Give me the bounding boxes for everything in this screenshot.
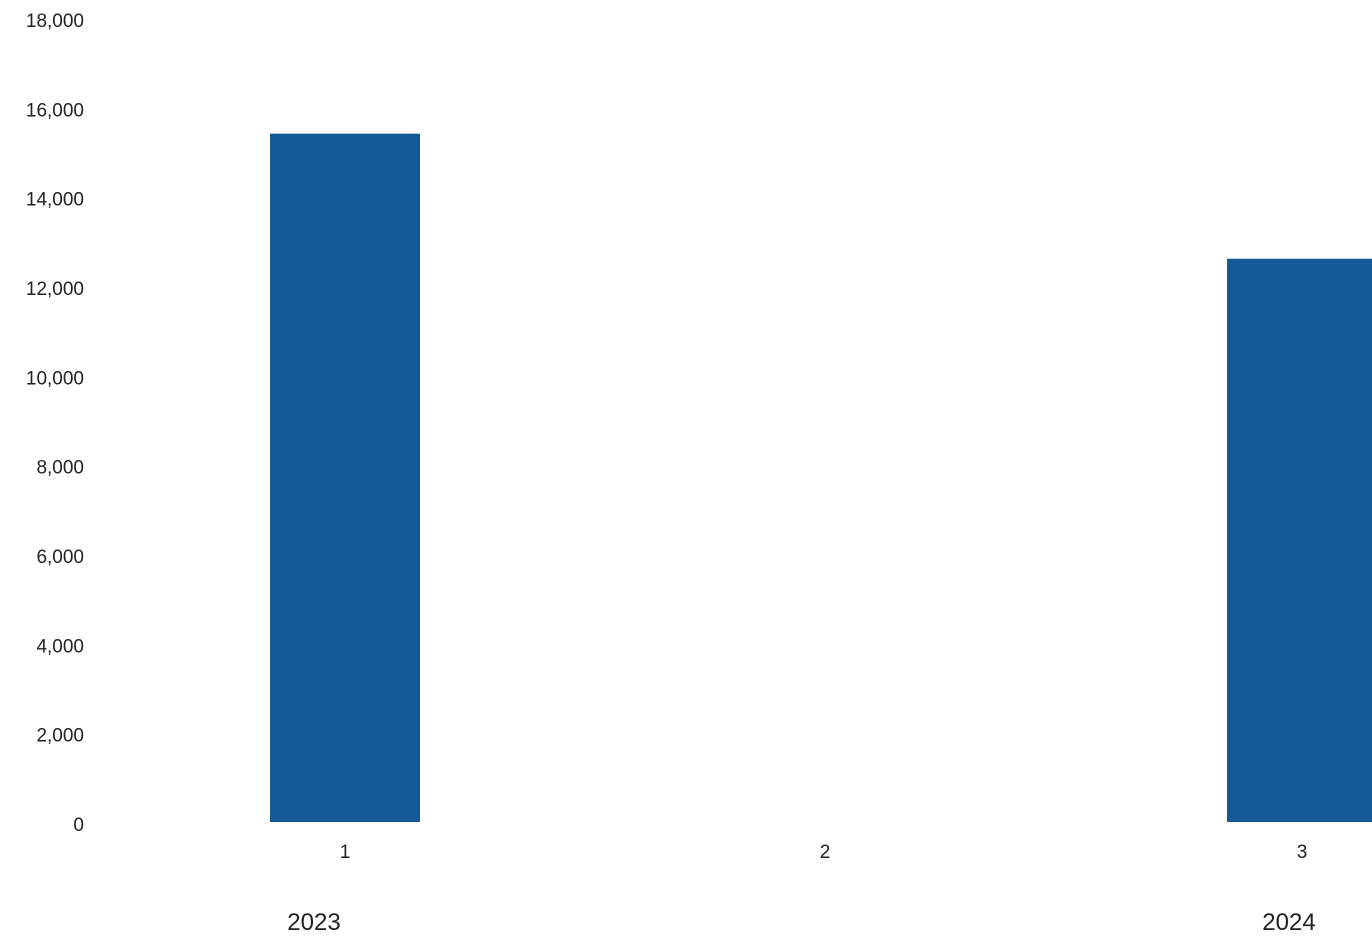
y-axis: 0 2,000 4,000 6,000 8,000 10,000 12,000 14,000 1… bbox=[26, 11, 84, 836]
bar bbox=[1227, 258, 1372, 822]
x-tick-label: 3 bbox=[1297, 842, 1308, 863]
y-tick-label: 14,000 bbox=[26, 190, 84, 211]
y-tick-label: 2,000 bbox=[36, 726, 84, 747]
bar-series bbox=[270, 133, 1372, 822]
y-tick-label: 18,000 bbox=[26, 11, 84, 32]
x-group-label: 2023 bbox=[287, 909, 340, 936]
x-group-label: 2024 bbox=[1262, 909, 1315, 936]
y-tick-label: 16,000 bbox=[26, 100, 84, 121]
y-tick-label: 6,000 bbox=[36, 547, 84, 568]
y-tick-label: 10,000 bbox=[26, 368, 84, 389]
x-axis: 1 2 3 bbox=[340, 842, 1308, 863]
group-labels: 2023 2024 bbox=[287, 909, 1315, 936]
y-tick-label: 0 bbox=[73, 815, 84, 836]
y-tick-label: 12,000 bbox=[26, 279, 84, 300]
bar bbox=[270, 133, 420, 822]
y-tick-label: 8,000 bbox=[36, 458, 84, 479]
y-tick-label: 4,000 bbox=[36, 636, 84, 657]
x-tick-label: 2 bbox=[820, 842, 831, 863]
x-tick-label: 1 bbox=[340, 842, 351, 863]
